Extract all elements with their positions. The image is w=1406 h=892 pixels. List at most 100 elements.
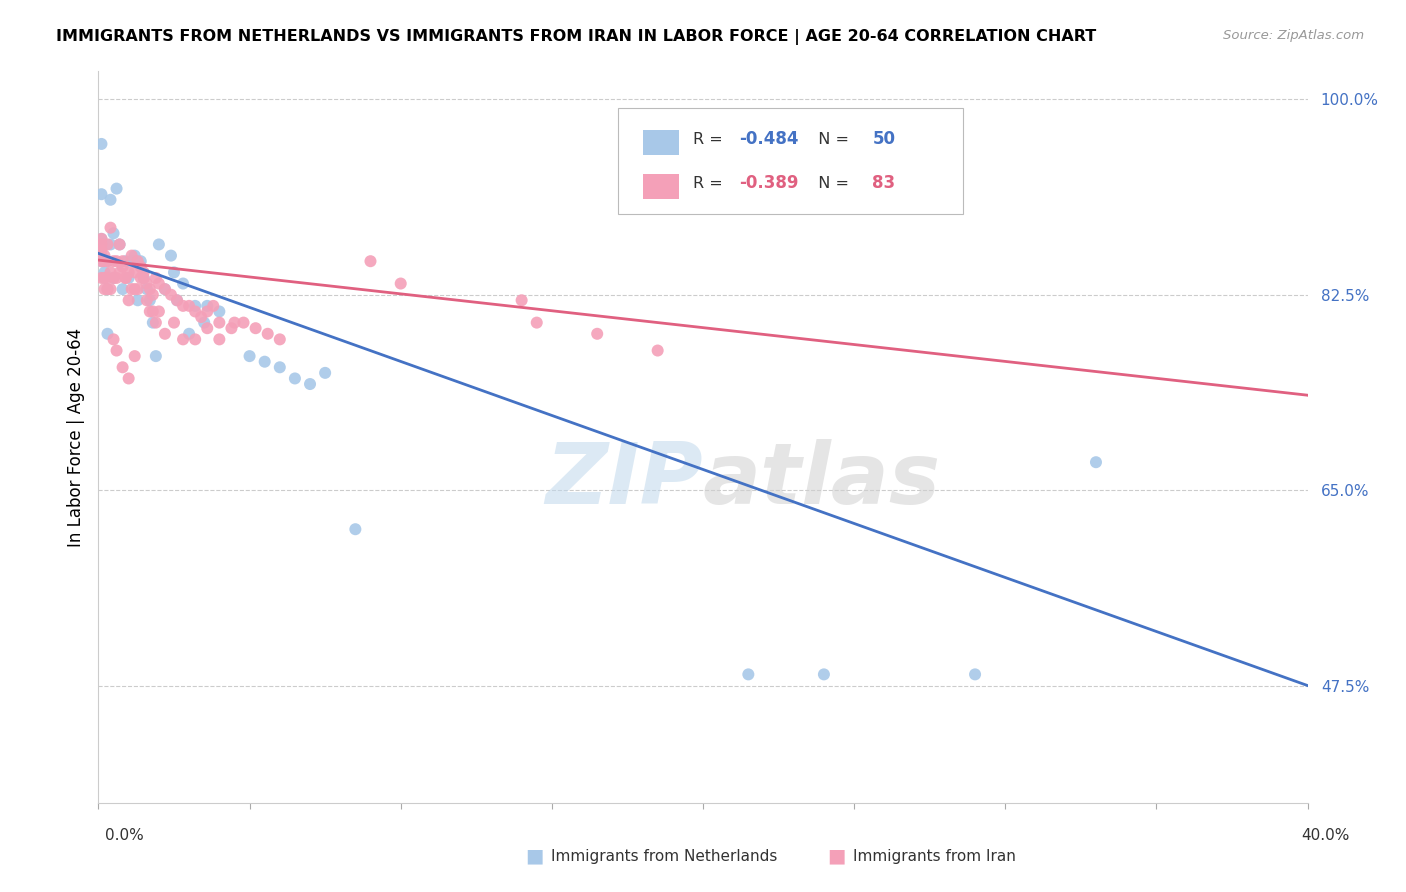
Point xyxy=(108,237,131,252)
Point xyxy=(100,193,122,207)
Point xyxy=(172,299,194,313)
Text: IMMIGRANTS FROM NETHERLANDS VS IMMIGRANTS FROM IRAN IN LABOR FORCE | AGE 20-64 C: IMMIGRANTS FROM NETHERLANDS VS IMMIGRANT… xyxy=(56,29,1097,45)
Point xyxy=(135,282,157,296)
Point xyxy=(132,271,155,285)
Point xyxy=(813,667,835,681)
Text: Immigrants from Iran: Immigrants from Iran xyxy=(853,849,1017,863)
Point xyxy=(148,277,170,291)
Point xyxy=(184,332,207,346)
Point xyxy=(111,282,134,296)
Text: ■: ■ xyxy=(827,847,846,866)
Point xyxy=(90,237,112,252)
Point xyxy=(510,293,533,308)
Point xyxy=(526,316,548,330)
Point xyxy=(195,304,218,318)
Point xyxy=(90,254,112,268)
Point xyxy=(163,265,186,279)
Point xyxy=(114,271,136,285)
Point xyxy=(190,310,212,324)
Point xyxy=(96,271,118,285)
Point xyxy=(111,360,134,375)
Point xyxy=(142,287,165,301)
Point xyxy=(90,254,112,268)
Point xyxy=(737,667,759,681)
Point xyxy=(139,304,162,318)
Point xyxy=(179,299,201,313)
Point xyxy=(96,237,118,252)
Point xyxy=(269,332,291,346)
Point xyxy=(172,332,194,346)
Point xyxy=(135,277,157,291)
Point xyxy=(124,265,146,279)
Point xyxy=(96,282,118,296)
Point xyxy=(114,271,136,285)
Text: 0.0%: 0.0% xyxy=(105,829,145,843)
Point xyxy=(90,136,112,151)
Text: ZIP: ZIP xyxy=(546,440,703,523)
Point xyxy=(132,265,155,279)
Point xyxy=(153,326,176,341)
Point xyxy=(114,254,136,268)
Point xyxy=(135,293,157,308)
Text: -0.389: -0.389 xyxy=(740,174,799,193)
Point xyxy=(90,271,112,285)
Point xyxy=(224,316,246,330)
Text: R =: R = xyxy=(693,132,728,147)
Point xyxy=(163,316,186,330)
Point xyxy=(284,371,307,385)
Point xyxy=(314,366,336,380)
Text: ■: ■ xyxy=(524,847,544,866)
Point xyxy=(100,282,122,296)
Point xyxy=(118,271,141,285)
Point xyxy=(105,343,128,358)
Point xyxy=(96,254,118,268)
Point xyxy=(103,271,125,285)
Point xyxy=(148,237,170,252)
Point xyxy=(93,265,115,279)
FancyBboxPatch shape xyxy=(619,108,963,214)
Point xyxy=(269,360,291,375)
Point xyxy=(124,282,146,296)
Point xyxy=(179,326,201,341)
Point xyxy=(245,321,267,335)
Point xyxy=(193,316,215,330)
Point xyxy=(103,254,125,268)
Point xyxy=(586,326,609,341)
Text: Source: ZipAtlas.com: Source: ZipAtlas.com xyxy=(1223,29,1364,42)
Point xyxy=(172,277,194,291)
Point xyxy=(208,332,231,346)
Point xyxy=(184,304,207,318)
Point xyxy=(118,265,141,279)
Point xyxy=(124,249,146,263)
Point xyxy=(96,254,118,268)
Point xyxy=(93,249,115,263)
Point xyxy=(360,254,382,268)
Point xyxy=(142,316,165,330)
Point xyxy=(129,271,152,285)
Point xyxy=(145,271,167,285)
Point xyxy=(239,349,262,363)
Point xyxy=(93,254,115,268)
Point xyxy=(90,232,112,246)
Point xyxy=(100,265,122,279)
Point xyxy=(90,187,112,202)
Point xyxy=(160,249,183,263)
Point xyxy=(208,316,231,330)
Point xyxy=(153,282,176,296)
Point xyxy=(129,254,152,268)
Point xyxy=(195,299,218,313)
Point xyxy=(145,349,167,363)
Point xyxy=(1085,455,1108,469)
Point xyxy=(160,287,183,301)
Point xyxy=(118,293,141,308)
Point xyxy=(148,304,170,318)
FancyBboxPatch shape xyxy=(643,174,679,199)
Point xyxy=(111,254,134,268)
Text: 50: 50 xyxy=(872,130,896,148)
Point xyxy=(232,316,254,330)
Point xyxy=(96,326,118,341)
Point xyxy=(344,522,367,536)
Text: R =: R = xyxy=(693,176,728,191)
Point xyxy=(221,321,243,335)
Text: Immigrants from Netherlands: Immigrants from Netherlands xyxy=(551,849,778,863)
